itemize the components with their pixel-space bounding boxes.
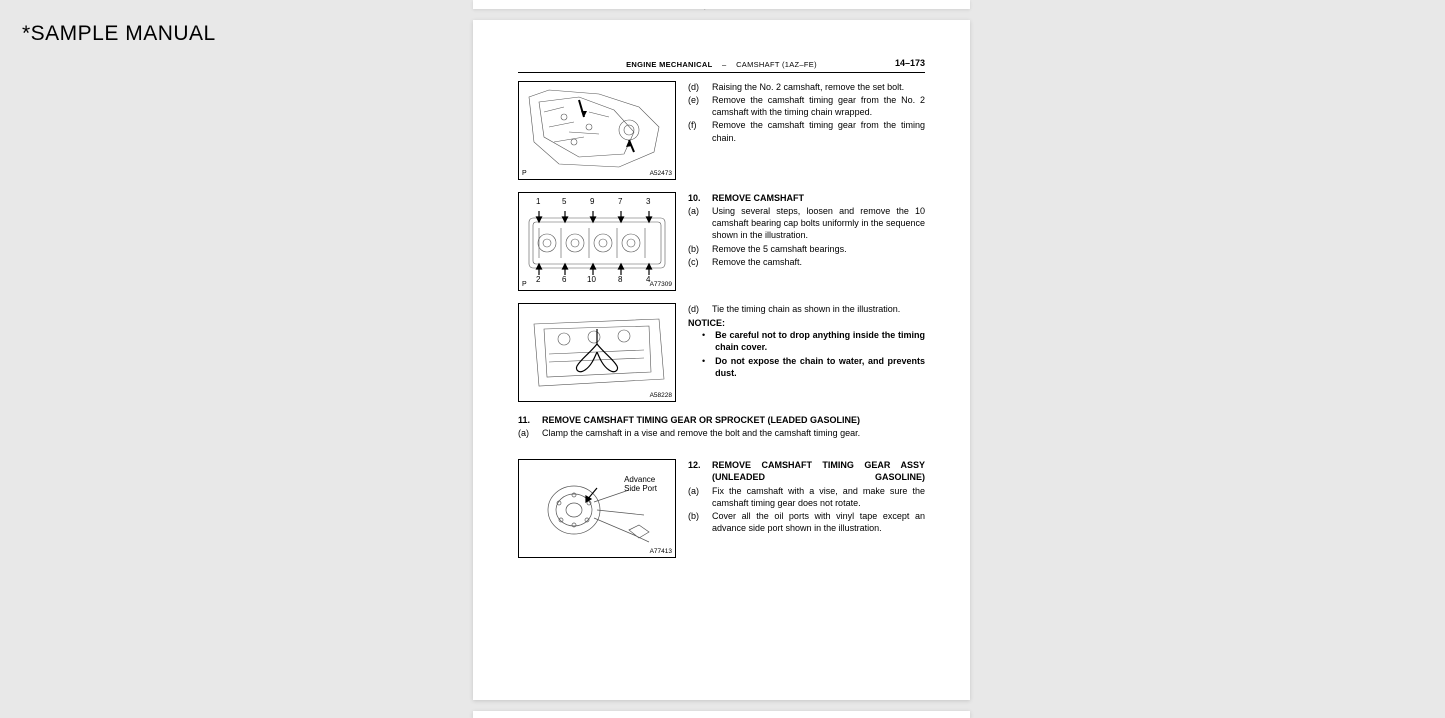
notice-label: NOTICE: [688,317,925,329]
step-content: Remove the camshaft. [712,256,925,268]
seq-num: 8 [618,275,622,284]
step-line: (a) Fix the camshaft with a vise, and mak… [688,485,925,509]
bullet-icon: • [702,329,705,353]
step-content: Using several steps, loosen and remove t… [712,205,925,241]
seq-num: 3 [646,197,650,206]
step-line: (e) Remove the camshaft timing gear from … [688,94,925,118]
step-marker: (a) [688,485,702,509]
seq-num: 5 [562,197,566,206]
fig-callout: Advance Side Port [624,476,657,494]
section-block: Advance Side Port A77413 12. REMOVE CAMSH… [518,459,925,558]
step-line: (f) Remove the camshaft timing gear from … [688,119,925,143]
fig-code-label: A58228 [650,392,672,399]
seq-num: 6 [562,275,566,284]
step-heading-line: 10. REMOVE CAMSHAFT [688,192,925,204]
step-heading: REMOVE CAMSHAFT [712,192,925,204]
bullet-line: • Be careful not to drop anything inside … [688,329,925,353]
bullet-content: Be careful not to drop anything inside t… [715,329,925,353]
bullet-content: Do not expose the chain to water, and pr… [715,355,925,379]
step-marker: (a) [518,427,532,439]
step-heading: REMOVE CAMSHAFT TIMING GEAR ASSY (UNLEAD… [712,459,925,483]
step-line: (d) Tie the timing chain as shown in the … [688,303,925,315]
step-marker: (b) [688,243,702,255]
step-number: 12. [688,459,702,483]
fig-code-label: A77309 [650,281,672,288]
step-heading-line: 11. REMOVE CAMSHAFT TIMING GEAR OR SPROCK… [518,414,925,426]
bullet-icon: • [702,355,705,379]
callout-line2: Side Port [624,484,657,493]
header-subsection: CAMSHAFT (1AZ–FE) [736,60,817,69]
step-heading: REMOVE CAMSHAFT TIMING GEAR OR SPROCKET … [542,414,925,426]
step-line: (c) Remove the camshaft. [688,256,925,268]
section-block: A58228 (d) Tie the timing chain as shown … [518,303,925,402]
step-content: Remove the camshaft timing gear from the… [712,94,925,118]
page-number: 14–173 [895,58,925,68]
step-content: Remove the camshaft timing gear from the… [712,119,925,143]
bullet-line: • Do not expose the chain to water, and p… [688,355,925,379]
step-content: Remove the 5 camshaft bearings. [712,243,925,255]
step-text-block: (d) Raising the No. 2 camshaft, remove th… [688,81,925,145]
step-marker: (b) [688,510,702,534]
step-content: Tie the timing chain as shown in the ill… [712,303,925,315]
prev-page-slice [473,0,970,9]
step-line: (b) Remove the 5 camshaft bearings. [688,243,925,255]
step-line: (a) Using several steps, loosen and remov… [688,205,925,241]
section-block: 1 5 9 7 3 2 6 10 8 4 P A77309 10.REMOVE … [518,192,925,291]
step-number: 10. [688,192,702,204]
seq-num: 10 [587,275,596,284]
step-line: (a) Clamp the camshaft in a vise and remo… [518,427,925,439]
step-text-block: 10. REMOVE CAMSHAFT (a) Using several step… [688,192,925,269]
full-width-step: 11. REMOVE CAMSHAFT TIMING GEAR OR SPROCK… [518,414,925,439]
step-content: Cover all the oil ports with vinyl tape … [712,510,925,534]
step-text-block: 12. REMOVE CAMSHAFT TIMING GEAR ASSY (UNL… [688,459,925,535]
figure-4: Advance Side Port A77413 [518,459,676,558]
fig-code-label: A77413 [650,548,672,555]
step-line: (b) Cover all the oil ports with vinyl ta… [688,510,925,534]
fig-p-label: P [522,170,527,177]
figure-1: P A52473 [518,81,676,180]
figure-2: 1 5 9 7 3 2 6 10 8 4 P A77309 [518,192,676,291]
sample-manual-label: *SAMPLE MANUAL [22,22,216,46]
fig-p-label: P [522,281,527,288]
step-marker: (a) [688,205,702,241]
seq-num: 9 [590,197,594,206]
step-text-block: (d) Tie the timing chain as shown in the … [688,303,925,380]
step-heading-line: 12. REMOVE CAMSHAFT TIMING GEAR ASSY (UNL… [688,459,925,483]
step-marker: (d) [688,81,702,93]
fig-code-label: A52473 [650,170,672,177]
seq-num: 7 [618,197,622,206]
header-title: ENGINE MECHANICAL – CAMSHAFT (1AZ–FE) [518,60,925,69]
seq-num: 1 [536,197,540,206]
step-marker: (f) [688,119,702,143]
step-line: (d) Raising the No. 2 camshaft, remove th… [688,81,925,93]
step-content: Raising the No. 2 camshaft, remove the s… [712,81,925,93]
callout-line1: Advance [624,475,655,484]
step-marker: (e) [688,94,702,118]
step-content: Clamp the camshaft in a vise and remove … [542,427,925,439]
manual-page: 14–173 ENGINE MECHANICAL – CAMSHAFT (1AZ… [473,20,970,700]
section-block: P A52473 (d) Raising the No. 2 camshaft, … [518,81,925,180]
step-marker: (d) [688,303,702,315]
figure-3: A58228 [518,303,676,402]
seq-num: 2 [536,275,540,284]
step-number: 11. [518,414,532,426]
page-header: 14–173 ENGINE MECHANICAL – CAMSHAFT (1AZ… [518,60,925,73]
header-sep: – [722,60,726,69]
next-page-slice [473,711,970,718]
step-marker: (c) [688,256,702,268]
step-content: Fix the camshaft with a vise, and make s… [712,485,925,509]
header-section: ENGINE MECHANICAL [626,60,712,69]
